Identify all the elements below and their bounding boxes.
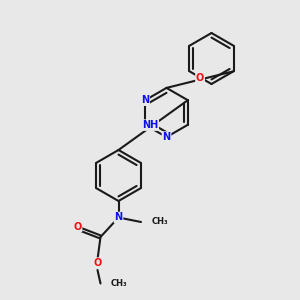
Text: O: O (196, 73, 204, 83)
Text: CH₃: CH₃ (111, 279, 128, 288)
Text: O: O (93, 258, 102, 268)
Text: CH₃: CH₃ (152, 218, 168, 226)
Text: N: N (141, 95, 149, 105)
Text: N: N (162, 132, 171, 142)
Text: NH: NH (142, 120, 158, 130)
Text: N: N (114, 212, 123, 223)
Text: O: O (73, 221, 82, 232)
